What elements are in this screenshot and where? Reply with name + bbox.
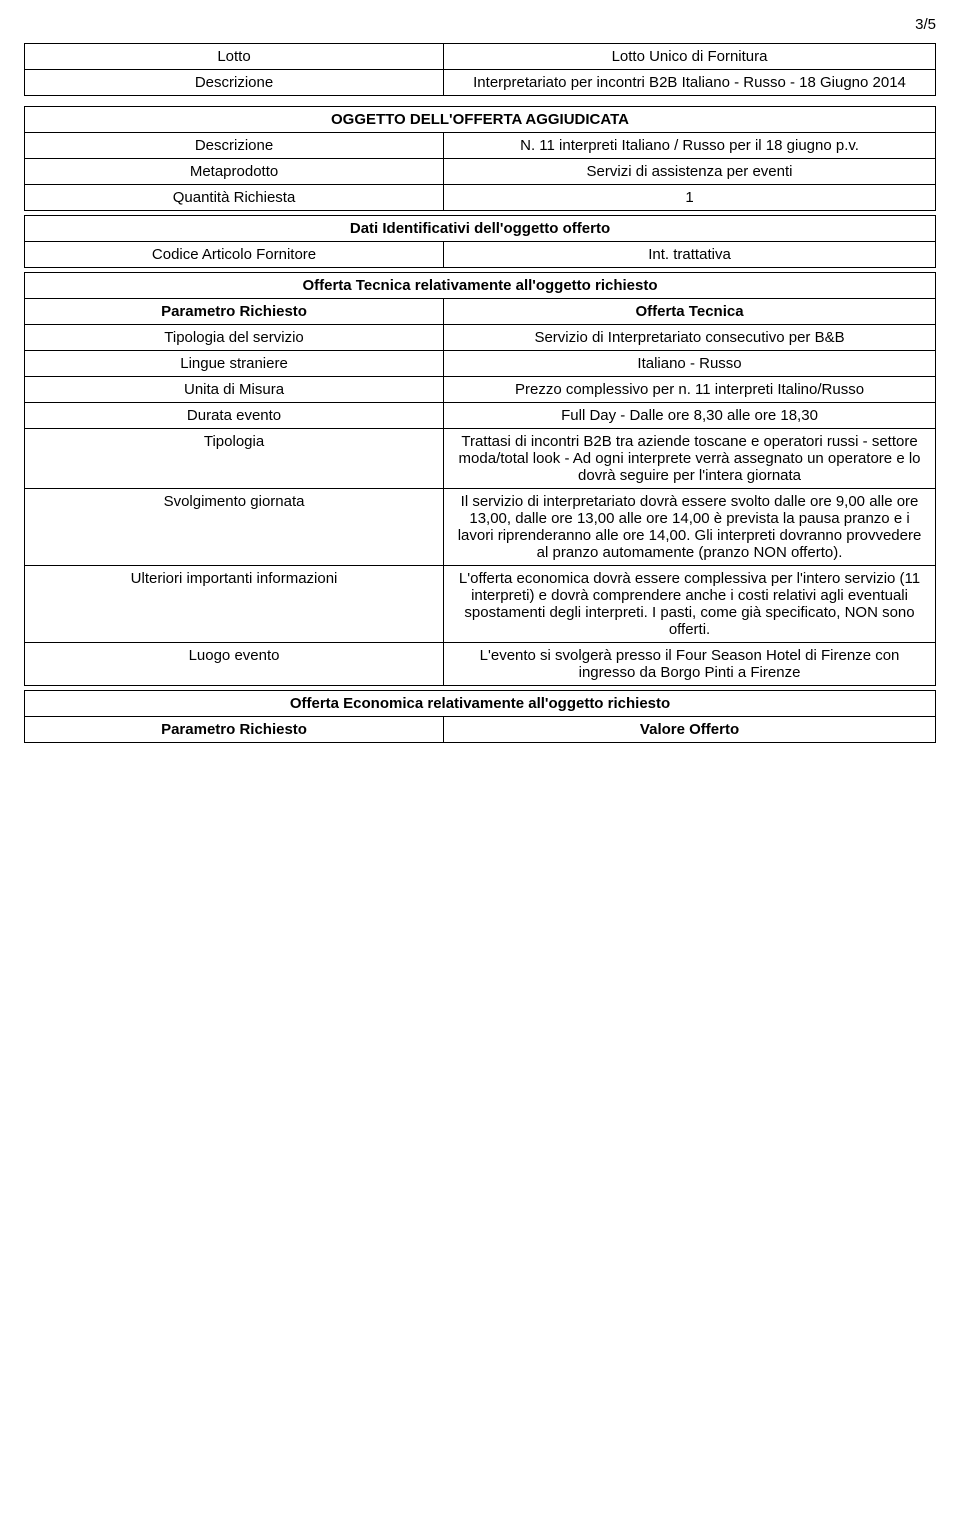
section-header: OGGETTO DELL'OFFERTA AGGIUDICATA <box>25 107 936 133</box>
cell-label: Tipologia <box>25 429 444 489</box>
section-header-row: Offerta Economica relativamente all'ogge… <box>25 691 936 717</box>
table-row: Codice Articolo Fornitore Int. trattativ… <box>25 242 936 268</box>
table-row: Lotto Lotto Unico di Fornitura <box>25 44 936 70</box>
subheader-row: Parametro Richiesto Offerta Tecnica <box>25 299 936 325</box>
table-row: Descrizione N. 11 interpreti Italiano / … <box>25 133 936 159</box>
subheader-value: Offerta Tecnica <box>444 299 936 325</box>
table-row: Durata evento Full Day - Dalle ore 8,30 … <box>25 403 936 429</box>
oggetto-table: OGGETTO DELL'OFFERTA AGGIUDICATA Descriz… <box>24 106 936 743</box>
cell-label: Luogo evento <box>25 643 444 686</box>
cell-label: Descrizione <box>25 70 444 96</box>
cell-value: Full Day - Dalle ore 8,30 alle ore 18,30 <box>444 403 936 429</box>
cell-label: Lotto <box>25 44 444 70</box>
lotto-table: Lotto Lotto Unico di Fornitura Descrizio… <box>24 43 936 96</box>
table-row: Tipologia del servizio Servizio di Inter… <box>25 325 936 351</box>
section-header: Dati Identificativi dell'oggetto offerto <box>25 216 936 242</box>
cell-value: Servizi di assistenza per eventi <box>444 159 936 185</box>
section-header: Offerta Economica relativamente all'ogge… <box>25 691 936 717</box>
table-row: Metaprodotto Servizi di assistenza per e… <box>25 159 936 185</box>
table-row: Tipologia Trattasi di incontri B2B tra a… <box>25 429 936 489</box>
section-header-row: Offerta Tecnica relativamente all'oggett… <box>25 273 936 299</box>
subheader-value: Valore Offerto <box>444 717 936 743</box>
cell-label: Ulteriori importanti informazioni <box>25 566 444 643</box>
cell-label: Durata evento <box>25 403 444 429</box>
cell-value: Servizio di Interpretariato consecutivo … <box>444 325 936 351</box>
cell-label: Lingue straniere <box>25 351 444 377</box>
cell-value: N. 11 interpreti Italiano / Russo per il… <box>444 133 936 159</box>
cell-label: Quantità Richiesta <box>25 185 444 211</box>
cell-value: Trattasi di incontri B2B tra aziende tos… <box>444 429 936 489</box>
cell-label: Descrizione <box>25 133 444 159</box>
subheader-label: Parametro Richiesto <box>25 717 444 743</box>
cell-value: Il servizio di interpretariato dovrà ess… <box>444 489 936 566</box>
page-number: 3/5 <box>24 16 936 33</box>
cell-label: Tipologia del servizio <box>25 325 444 351</box>
table-row: Unita di Misura Prezzo complessivo per n… <box>25 377 936 403</box>
cell-value: Int. trattativa <box>444 242 936 268</box>
table-row: Svolgimento giornata Il servizio di inte… <box>25 489 936 566</box>
cell-label: Codice Articolo Fornitore <box>25 242 444 268</box>
cell-value: L'evento si svolgerà presso il Four Seas… <box>444 643 936 686</box>
cell-value: Interpretariato per incontri B2B Italian… <box>444 70 936 96</box>
cell-value: L'offerta economica dovrà essere comples… <box>444 566 936 643</box>
table-row: Quantità Richiesta 1 <box>25 185 936 211</box>
cell-label: Svolgimento giornata <box>25 489 444 566</box>
table-row: Ulteriori importanti informazioni L'offe… <box>25 566 936 643</box>
cell-value: Prezzo complessivo per n. 11 interpreti … <box>444 377 936 403</box>
table-row: Descrizione Interpretariato per incontri… <box>25 70 936 96</box>
cell-label: Unita di Misura <box>25 377 444 403</box>
section-header-row: Dati Identificativi dell'oggetto offerto <box>25 216 936 242</box>
section-header-row: OGGETTO DELL'OFFERTA AGGIUDICATA <box>25 107 936 133</box>
cell-value: Lotto Unico di Fornitura <box>444 44 936 70</box>
cell-value: Italiano - Russo <box>444 351 936 377</box>
section-header: Offerta Tecnica relativamente all'oggett… <box>25 273 936 299</box>
subheader-label: Parametro Richiesto <box>25 299 444 325</box>
table-row: Lingue straniere Italiano - Russo <box>25 351 936 377</box>
cell-label: Metaprodotto <box>25 159 444 185</box>
cell-value: 1 <box>444 185 936 211</box>
subheader-row: Parametro Richiesto Valore Offerto <box>25 717 936 743</box>
table-row: Luogo evento L'evento si svolgerà presso… <box>25 643 936 686</box>
